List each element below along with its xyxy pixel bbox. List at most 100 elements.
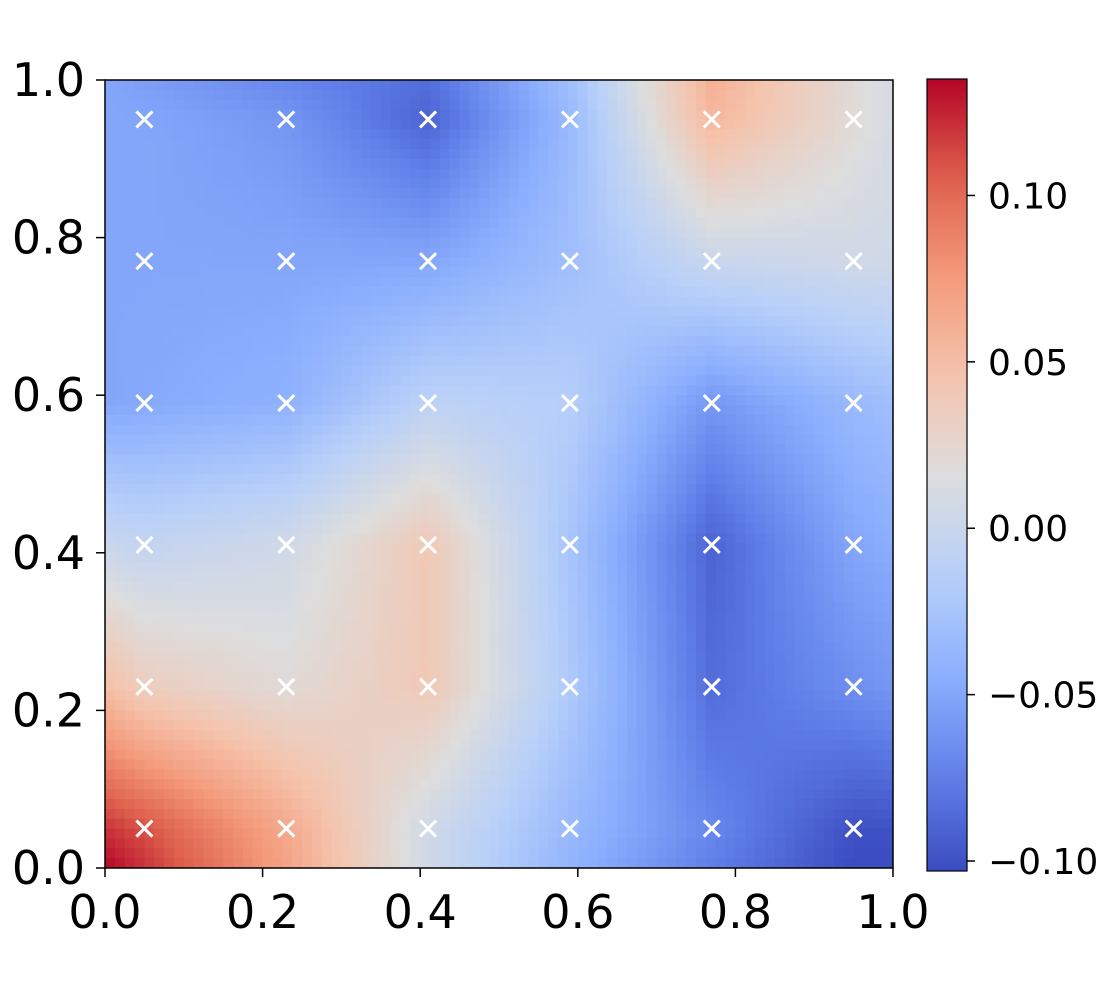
heatmap-cell: [361, 237, 372, 249]
heatmap-cell: [646, 375, 658, 386]
heatmap-cell: [587, 592, 599, 603]
heatmap-cell: [252, 611, 264, 623]
heatmap-cell: [715, 99, 727, 111]
heatmap-cell: [410, 375, 421, 386]
heatmap-cell: [686, 365, 697, 377]
heatmap-cell: [597, 345, 608, 357]
heatmap-cell: [183, 503, 195, 514]
heatmap-cell: [607, 168, 618, 180]
heatmap-cell: [213, 651, 224, 662]
heatmap-cell: [183, 267, 195, 278]
heatmap-cell: [154, 139, 165, 150]
heatmap-cell: [311, 385, 323, 396]
heatmap-cell: [567, 355, 579, 367]
heatmap-cell: [341, 434, 352, 446]
heatmap-cell: [439, 129, 451, 140]
heatmap-cell: [705, 444, 717, 455]
heatmap-cell: [883, 267, 893, 278]
heatmap-cell: [853, 572, 865, 583]
heatmap-cell: [114, 306, 126, 317]
heatmap-cell: [292, 286, 303, 298]
heatmap-cell: [380, 80, 392, 91]
heatmap-cell: [282, 99, 293, 111]
heatmap-cell: [223, 375, 234, 386]
heatmap-cell: [863, 385, 874, 396]
heatmap-cell: [302, 562, 313, 574]
heatmap-cell: [548, 523, 559, 534]
heatmap-cell: [577, 582, 589, 593]
heatmap-cell: [725, 336, 736, 347]
heatmap-cell: [577, 336, 589, 347]
heatmap-cell: [715, 621, 727, 633]
heatmap-cell: [715, 158, 727, 170]
heatmap-cell: [784, 621, 796, 633]
heatmap-cell: [380, 296, 392, 308]
heatmap-cell: [528, 109, 539, 120]
heatmap-cell: [833, 592, 845, 603]
heatmap-cell: [824, 661, 835, 672]
heatmap-cell: [420, 198, 431, 209]
heatmap-cell: [203, 227, 214, 239]
heatmap-cell: [853, 424, 865, 436]
heatmap-cell: [883, 277, 893, 288]
heatmap-cell: [469, 405, 480, 416]
heatmap-cell: [666, 198, 677, 209]
heatmap-cell: [134, 217, 145, 229]
heatmap-cell: [883, 286, 893, 298]
heatmap-cell: [489, 611, 500, 623]
heatmap-cell: [617, 89, 628, 101]
heatmap-cell: [508, 178, 520, 189]
heatmap-cell: [183, 306, 195, 317]
heatmap-cell: [420, 562, 431, 574]
heatmap-cell: [843, 306, 855, 317]
heatmap-cell: [105, 375, 116, 386]
heatmap-cell: [528, 237, 539, 249]
heatmap-cell: [666, 306, 677, 317]
heatmap-cell: [302, 139, 313, 150]
heatmap-cell: [272, 355, 283, 367]
heatmap-cell: [134, 237, 145, 249]
heatmap-cell: [420, 178, 431, 189]
heatmap-cell: [331, 680, 342, 692]
heatmap-cell: [262, 365, 274, 377]
heatmap-cell: [183, 99, 195, 111]
heatmap-cell: [430, 89, 441, 101]
heatmap-cell: [420, 286, 431, 298]
heatmap-cell: [824, 592, 835, 603]
heatmap-cell: [725, 286, 736, 298]
heatmap-cell: [183, 661, 195, 672]
heatmap-cell: [499, 513, 510, 524]
heatmap-cell: [686, 542, 697, 554]
heatmap-cell: [833, 503, 845, 514]
heatmap-cell: [597, 208, 608, 219]
heatmap-cell: [351, 345, 362, 357]
heatmap-cell: [883, 257, 893, 268]
heatmap-cell: [696, 158, 707, 170]
heatmap-cell: [282, 385, 293, 396]
heatmap-cell: [863, 444, 874, 455]
heatmap-cell: [853, 277, 865, 288]
heatmap-cell: [282, 119, 293, 130]
heatmap-cell: [774, 385, 786, 396]
heatmap-cell: [804, 454, 815, 465]
heatmap-cell: [252, 247, 264, 258]
heatmap-cell: [282, 552, 293, 564]
heatmap-cell: [449, 493, 461, 505]
heatmap-cell: [390, 326, 402, 337]
heatmap-cell: [558, 395, 569, 406]
heatmap-cell: [203, 503, 214, 514]
heatmap-cell: [321, 89, 333, 101]
heatmap-cell: [351, 375, 362, 386]
heatmap-cell: [469, 474, 480, 485]
heatmap-cell: [331, 641, 342, 652]
heatmap-cell: [489, 513, 500, 524]
heatmap-cell: [203, 542, 214, 554]
heatmap-cell: [134, 483, 145, 495]
heatmap-cell: [439, 405, 451, 416]
heatmap-cell: [863, 513, 874, 524]
heatmap-cell: [459, 611, 471, 623]
heatmap-cell: [183, 523, 195, 534]
heatmap-cell: [439, 316, 451, 327]
heatmap-cell: [617, 474, 628, 485]
heatmap-cell: [459, 661, 471, 672]
